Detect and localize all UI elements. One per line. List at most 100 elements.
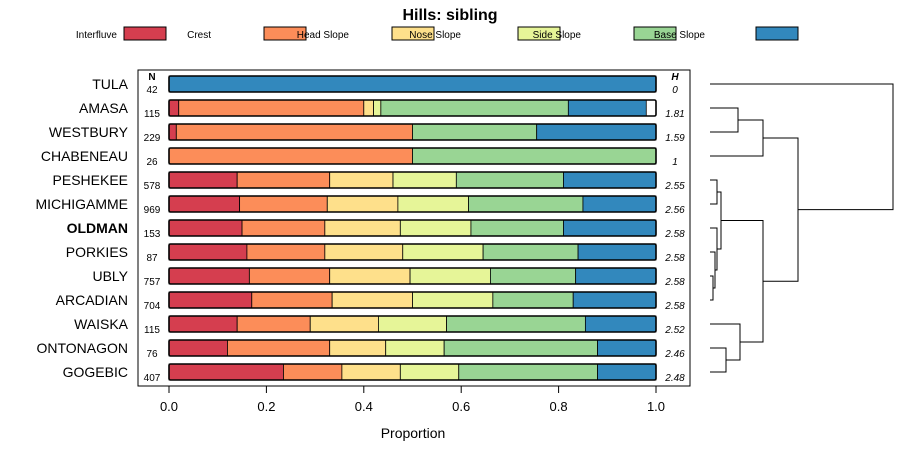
bar-segment-nose-slope — [399, 219, 472, 237]
h-value: 2.58 — [664, 253, 685, 264]
bar-segment-side-slope — [468, 195, 584, 213]
bar-segment-crest — [239, 195, 328, 213]
bar-segment-interfluve — [168, 99, 180, 117]
n-value: 704 — [144, 301, 161, 312]
category-label: ARCADIAN — [56, 292, 128, 308]
h-value: 2.48 — [664, 373, 685, 384]
x-tick-label: 0.4 — [355, 399, 373, 414]
h-value: 1.81 — [665, 109, 684, 120]
bar-outline — [168, 123, 657, 141]
n-value: 115 — [144, 109, 160, 120]
category-label: AMASA — [79, 100, 129, 116]
row-peshekee: PESHEKEE 578 2.55 — [53, 171, 685, 192]
bar-segment-nose-slope — [385, 339, 445, 357]
legend: Interfluve Crest Head Slope Nose Slope Side … — [76, 26, 799, 41]
bar-segment-head-slope — [324, 219, 401, 237]
category-label: PORKIES — [66, 244, 128, 260]
h-value: 2.56 — [664, 205, 685, 216]
bar-segment-base-slope — [563, 171, 657, 189]
category-label: WESTBURY — [49, 124, 129, 140]
bar-segment-nose-slope — [409, 267, 491, 285]
bar-segment-crest — [175, 123, 413, 141]
bar-segment-nose-slope — [399, 363, 460, 381]
h-value: 2.58 — [664, 229, 685, 240]
n-value: 42 — [146, 85, 158, 96]
x-axis: 0.0 0.2 0.4 0.6 0.8 1.0 — [160, 386, 665, 414]
bar-segment-head-slope — [329, 171, 394, 189]
bar-segment-crest — [178, 99, 365, 117]
bar-segment-side-slope — [490, 267, 577, 285]
bar-segment-crest — [251, 291, 333, 309]
x-tick-label: 0.0 — [160, 399, 178, 414]
bar-outline — [168, 267, 657, 285]
row-gogebic: GOGEBIC 407 2.48 — [63, 363, 685, 384]
bar-segment-side-slope — [470, 219, 564, 237]
bar-segment-nose-slope — [392, 171, 457, 189]
bar-outline — [168, 339, 657, 357]
x-tick-label: 0.6 — [452, 399, 470, 414]
category-label: TULA — [92, 76, 128, 92]
legend-label-base-slope: Base Slope — [654, 30, 706, 41]
dendrogram-branch — [710, 275, 714, 301]
row-ubly: UBLY 757 2.58 — [92, 267, 685, 288]
row-tula: TULA 42 0 — [92, 75, 678, 96]
row-arcadian: ARCADIAN 704 2.58 — [56, 291, 685, 312]
bar-segment-base-slope — [168, 75, 657, 93]
bar-segment-nose-slope — [402, 243, 484, 261]
h-value: 2.46 — [664, 349, 685, 360]
bar-rows: TULA 42 0 AMASA 115 1.81 WESTBURY 229 1.59 CHABEN… — [35, 75, 685, 384]
legend-swatch-nose-slope — [517, 26, 561, 41]
bar-outline — [168, 171, 657, 189]
bar-segment-interfluve — [168, 171, 238, 189]
h-value: 2.58 — [664, 301, 685, 312]
bar-segment-crest — [241, 219, 326, 237]
row-amasa: AMASA 115 1.81 — [79, 99, 685, 120]
bar-segment-base-slope — [563, 219, 657, 237]
n-column-header: N — [148, 72, 155, 83]
bar-outline — [168, 315, 657, 333]
legend-label-interfluve: Interfluve — [76, 30, 118, 41]
x-axis-label: Proportion — [381, 425, 446, 441]
bar-segment-base-slope — [597, 339, 657, 357]
chart-title: Hills: sibling — [402, 7, 497, 24]
dendrogram — [710, 83, 894, 373]
h-column-header: H — [671, 72, 679, 83]
n-value: 153 — [144, 229, 161, 240]
bar-outline — [168, 219, 657, 237]
legend-label-head-slope: Head Slope — [297, 30, 350, 41]
dendrogram-branch — [710, 83, 894, 211]
bar-segment-nose-slope — [378, 315, 447, 333]
legend-label-side-slope: Side Slope — [533, 30, 582, 41]
bar-segment-base-slope — [597, 363, 657, 381]
dendrogram-branch — [710, 107, 739, 133]
dendrogram-branch — [710, 347, 727, 373]
legend-swatch-interfluve — [123, 26, 167, 41]
bar-segment-interfluve — [168, 291, 253, 309]
bar-segment-crest — [236, 171, 331, 189]
bar-segment-base-slope — [572, 291, 657, 309]
n-value: 407 — [144, 373, 161, 384]
bar-segment-head-slope — [309, 315, 379, 333]
bar-segment-side-slope — [446, 315, 586, 333]
dendrogram-branch — [710, 323, 741, 361]
h-value: 0 — [672, 85, 678, 96]
bar-segment-head-slope — [329, 267, 411, 285]
bar-segment-side-slope — [455, 171, 564, 189]
row-michigamme: MICHIGAMME 969 2.56 — [35, 195, 685, 216]
dendrogram-branch — [710, 119, 764, 157]
bar-segment-interfluve — [168, 267, 250, 285]
category-label: PESHEKEE — [53, 172, 128, 188]
row-waiska: WAISKA 115 2.52 — [74, 315, 685, 336]
row-porkies: PORKIES 87 2.58 — [66, 243, 685, 264]
bar-segment-crest — [248, 267, 331, 285]
n-value: 229 — [144, 133, 161, 144]
category-label: GOGEBIC — [63, 364, 128, 380]
bar-outline — [168, 291, 657, 309]
x-tick-label: 0.2 — [257, 399, 275, 414]
category-label: OLDMAN — [67, 220, 128, 236]
bar-segment-interfluve — [168, 195, 241, 213]
x-tick-label: 0.8 — [550, 399, 568, 414]
bar-segment-side-slope — [492, 291, 574, 309]
bar-segment-interfluve — [168, 315, 238, 333]
category-label: WAISKA — [74, 316, 129, 332]
